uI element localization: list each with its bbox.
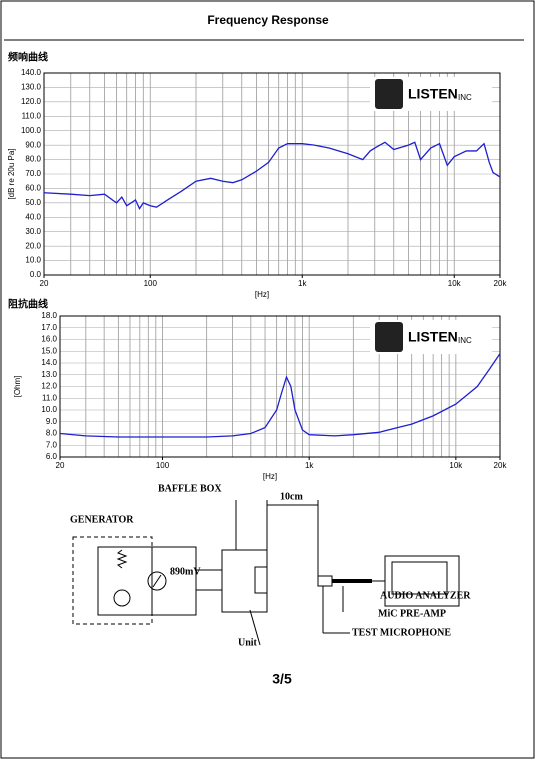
page-title: Frequency Response — [207, 13, 329, 27]
analyzer — [384, 555, 460, 607]
x-tick-label: 20k — [494, 461, 508, 470]
needle — [152, 574, 162, 588]
y-tick-label: 110.0 — [22, 111, 42, 120]
y-tick-label: 18.0 — [41, 311, 57, 320]
y-tick-label: 80.0 — [25, 155, 41, 164]
y-tick-label: 90.0 — [25, 140, 41, 149]
label: Unit — [238, 637, 258, 648]
logo: LISTEN — [408, 86, 458, 102]
y-tick-label: 60.0 — [25, 184, 41, 193]
y-axis-label: [dB re 20u Pa] — [7, 148, 16, 199]
y-axis-label: [Ohm] — [13, 376, 22, 398]
y-tick-label: 6.0 — [46, 452, 58, 461]
logo-icon — [375, 322, 403, 352]
x-tick-label: 20 — [56, 461, 65, 470]
circuit — [97, 546, 197, 616]
series-line — [43, 141, 501, 210]
y-tick-label: 7.0 — [46, 440, 58, 449]
y-tick-label: 17.0 — [41, 323, 57, 332]
y-tick-label: 70.0 — [25, 169, 41, 178]
chart-title: 阻抗曲线 — [8, 298, 48, 311]
label: MiC PRE-AMP — [378, 608, 446, 619]
series-line — [59, 353, 501, 438]
generator-box — [72, 536, 153, 625]
y-tick-label: 15.0 — [41, 346, 57, 355]
logo-suffix: INC — [458, 336, 472, 345]
label: AUDIO ANALYZER — [380, 590, 471, 601]
x-tick-label: 20 — [40, 279, 49, 288]
plot-frame — [43, 72, 501, 276]
y-tick-label: 13.0 — [41, 370, 57, 379]
label: GENERATOR — [70, 514, 134, 525]
x-tick-label: 100 — [144, 279, 158, 288]
x-tick-label: 100 — [156, 461, 170, 470]
y-tick-label: 20.0 — [25, 241, 41, 250]
diagram — [72, 500, 460, 646]
microphone — [317, 575, 333, 587]
label: 10cm — [280, 491, 303, 502]
x-axis-label: [Hz] — [263, 472, 277, 481]
y-tick-label: 40.0 — [25, 212, 41, 221]
baffle-box — [221, 549, 268, 613]
source — [113, 589, 131, 607]
meter — [147, 571, 167, 591]
x-tick-label: 20k — [494, 279, 508, 288]
x-tick-label: 10k — [449, 461, 463, 470]
y-tick-label: 9.0 — [46, 417, 58, 426]
y-tick-label: 100.0 — [21, 126, 42, 135]
y-tick-label: 0.0 — [30, 270, 42, 279]
y-tick-label: 30.0 — [25, 227, 41, 236]
y-tick-label: 10.0 — [25, 256, 41, 265]
y-tick-label: 50.0 — [25, 198, 41, 207]
y-tick-label: 8.0 — [46, 429, 58, 438]
y-tick-label: 10.0 — [41, 405, 57, 414]
chart-title: 频响曲线 — [8, 51, 48, 64]
logo: LISTEN — [408, 329, 458, 345]
y-tick-label: 130.0 — [21, 83, 42, 92]
x-axis-label: [Hz] — [255, 290, 269, 299]
y-tick-label: 11.0 — [42, 393, 58, 402]
logo-icon — [375, 79, 403, 109]
logo-suffix: INC — [458, 93, 472, 102]
pointer — [249, 609, 261, 646]
label: TEST MICROPHONE — [352, 627, 451, 638]
y-tick-label: 14.0 — [41, 358, 57, 367]
page-number: 3/5 — [272, 671, 292, 687]
driver-unit — [254, 566, 268, 594]
analyzer-screen — [391, 561, 448, 595]
x-tick-label: 1k — [298, 279, 307, 288]
y-tick-label: 16.0 — [41, 335, 57, 344]
y-tick-label: 140.0 — [21, 68, 42, 77]
x-tick-label: 10k — [448, 279, 462, 288]
resistor — [116, 549, 128, 569]
y-tick-label: 120.0 — [21, 97, 42, 106]
x-tick-label: 1k — [305, 461, 314, 470]
label: 890mV — [170, 566, 201, 577]
plot-frame — [59, 315, 501, 458]
label: BAFFLE BOX — [158, 483, 222, 494]
y-tick-label: 12.0 — [41, 382, 57, 391]
